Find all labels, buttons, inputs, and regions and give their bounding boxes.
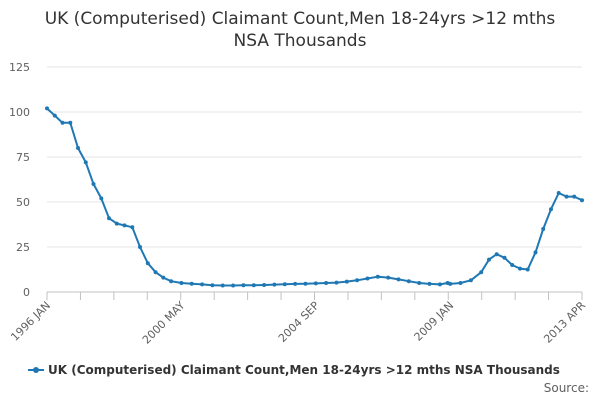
data-point[interactable] (99, 196, 104, 201)
y-tick-label: 50 (16, 196, 30, 209)
legend-label: UK (Computerised) Claimant Count,Men 18-… (48, 363, 560, 377)
data-point[interactable] (107, 216, 111, 221)
x-tick-label: 2009 JAN (412, 299, 457, 344)
data-point[interactable] (468, 278, 473, 283)
data-point[interactable] (417, 281, 422, 285)
data-point[interactable] (169, 279, 174, 284)
y-tick-label: 100 (9, 106, 30, 119)
data-point[interactable] (138, 245, 142, 249)
data-point[interactable] (556, 191, 561, 195)
data-point[interactable] (189, 281, 194, 286)
data-point[interactable] (386, 275, 391, 280)
y-tick-label: 0 (23, 286, 30, 299)
data-point[interactable] (179, 281, 184, 285)
data-point[interactable] (145, 261, 150, 266)
data-point[interactable] (502, 255, 507, 260)
gridlines (47, 66, 582, 293)
data-point[interactable] (564, 194, 569, 199)
data-point[interactable] (272, 282, 277, 287)
source-label: Source: (544, 381, 589, 395)
data-point[interactable] (334, 280, 339, 285)
data-point[interactable] (68, 120, 73, 125)
data-point[interactable] (572, 194, 577, 199)
data-point[interactable] (510, 263, 515, 267)
data-point[interactable] (210, 283, 215, 288)
data-point[interactable] (365, 276, 370, 281)
chart-title: UK (Computerised) Claimant Count,Men 18-… (45, 9, 556, 51)
data-point[interactable] (130, 225, 135, 230)
data-point[interactable] (76, 146, 80, 150)
data-point[interactable] (52, 113, 57, 118)
legend-marker-symbol (33, 367, 39, 373)
data-point[interactable] (45, 106, 49, 111)
data-point[interactable] (541, 227, 546, 231)
data-point[interactable] (549, 207, 553, 212)
data-point[interactable] (406, 279, 411, 284)
y-tick-label: 25 (16, 241, 30, 254)
data-point[interactable] (355, 278, 360, 283)
data-point[interactable] (487, 257, 491, 262)
data-point[interactable] (518, 266, 522, 271)
data-point[interactable] (241, 283, 246, 288)
series-line (46, 107, 583, 287)
data-point[interactable] (122, 223, 127, 228)
x-axis: 1996 JAN 2000 MAY 2004 SEP 2009 JAN 2013 APR (8, 291, 588, 347)
data-point[interactable] (161, 275, 166, 280)
data-point[interactable] (525, 267, 530, 272)
data-point[interactable] (375, 274, 380, 279)
data-point[interactable] (313, 281, 318, 286)
data-point[interactable] (114, 221, 119, 226)
data-point[interactable] (324, 281, 329, 285)
x-tick-label: 2004 SEP (276, 299, 322, 345)
y-tick-label: 75 (16, 151, 30, 164)
legend[interactable]: UK (Computerised) Claimant Count,Men 18-… (28, 363, 560, 377)
legend-item[interactable]: UK (Computerised) Claimant Count,Men 18-… (28, 363, 560, 377)
x-tick-label: 2000 MAY (140, 299, 188, 347)
data-point[interactable] (437, 282, 442, 287)
data-point[interactable] (458, 281, 463, 285)
chart-title-line-2: NSA Thousands (234, 31, 367, 51)
data-point[interactable] (479, 270, 484, 275)
y-axis-ticks: 0 25 50 75 100 125 (9, 61, 30, 299)
data-point[interactable] (580, 198, 584, 203)
data-point[interactable] (91, 182, 96, 186)
x-tick-label: 2013 APR (541, 299, 588, 346)
data-point[interactable] (60, 120, 65, 125)
data-point[interactable] (200, 282, 205, 287)
data-point[interactable] (83, 160, 88, 165)
data-point[interactable] (262, 283, 267, 287)
data-point[interactable] (153, 270, 158, 275)
data-point[interactable] (533, 250, 538, 255)
data-point[interactable] (427, 281, 432, 286)
data-point[interactable] (344, 279, 349, 284)
series-line-group (45, 106, 584, 288)
data-point[interactable] (282, 282, 287, 287)
data-point[interactable] (251, 283, 256, 288)
x-tick-label: 1996 JAN (8, 299, 53, 344)
y-tick-label: 125 (9, 61, 30, 74)
data-point[interactable] (220, 283, 225, 288)
chart-title-line-1: UK (Computerised) Claimant Count,Men 18-… (45, 9, 556, 29)
data-point[interactable] (231, 283, 236, 288)
data-point[interactable] (448, 281, 453, 286)
data-point[interactable] (293, 281, 298, 286)
data-point[interactable] (396, 277, 401, 282)
data-point[interactable] (303, 281, 308, 286)
data-point[interactable] (494, 252, 499, 257)
